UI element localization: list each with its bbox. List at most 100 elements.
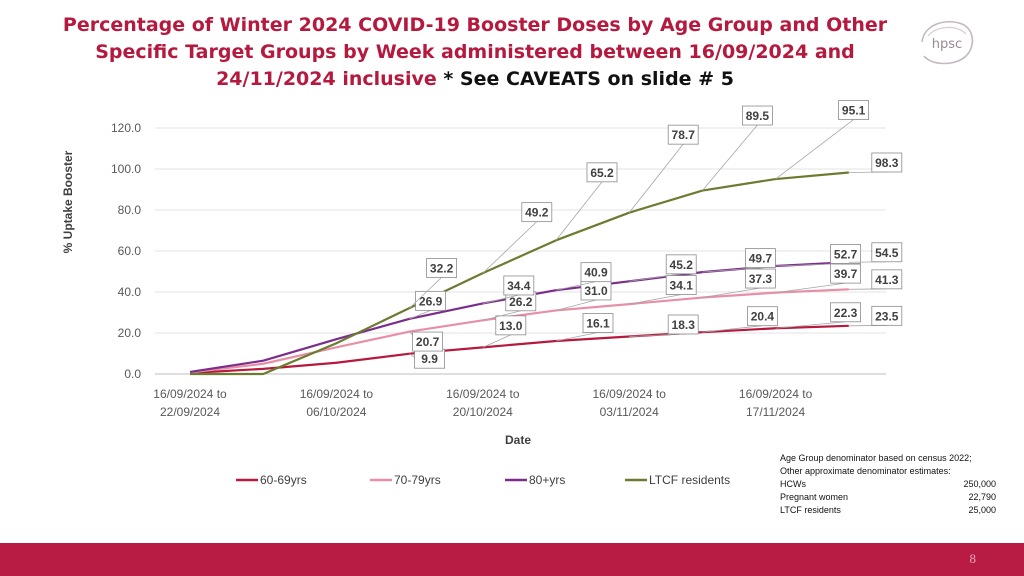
label-leader-line: [629, 273, 682, 282]
x-tick-label: 16/09/2024 to: [446, 387, 520, 401]
data-label: 65.2: [590, 166, 614, 180]
label-leader-line: [775, 119, 854, 180]
data-label: 20.7: [416, 335, 440, 349]
denominator-notes: Age Group denominator based on census 20…: [780, 452, 996, 517]
data-label: 40.9: [584, 266, 608, 280]
label-leader-line: [775, 282, 846, 294]
data-label: 41.3: [875, 273, 899, 287]
data-label: 26.2: [509, 295, 533, 309]
data-label: 54.5: [875, 246, 899, 260]
data-label: 23.5: [875, 309, 899, 323]
x-tick-label: 03/11/2024: [600, 405, 659, 419]
data-label: 16.1: [586, 316, 610, 330]
series-line: [190, 171, 849, 376]
chart-title: Percentage of Winter 2024 COVID-19 Boost…: [40, 12, 910, 93]
label-leader-line: [409, 277, 442, 309]
label-leader-line: [775, 321, 846, 329]
y-tick-label: 20.0: [118, 326, 142, 340]
data-label-box: [745, 248, 776, 269]
data-label-box: [495, 315, 527, 336]
label-leader-line: [555, 281, 597, 291]
y-tick-label: 40.0: [118, 285, 142, 299]
label-leader-line: [482, 334, 511, 348]
denominator-label: HCWs: [780, 479, 806, 489]
denominator-label: Pregnant women: [780, 492, 849, 502]
denominator-note-line: Other approximate denominator estimates:: [780, 466, 951, 476]
x-axis-ticks: 16/09/2024 to 22/09/2024 16/09/2024 to 06/1…: [153, 387, 812, 419]
chart-title-main: Percentage of Winter 2024 COVID-19 Boost…: [62, 14, 888, 90]
denominator-value: 22,790: [968, 492, 996, 502]
legend-label: 80+yrs: [529, 473, 565, 487]
data-label-box: [838, 100, 869, 120]
label-leader-line: [629, 333, 684, 337]
label-leader-line: [702, 325, 763, 333]
data-label: 39.7: [834, 267, 858, 281]
data-label: 26.9: [419, 294, 443, 308]
y-tick-label: 100.0: [111, 162, 141, 176]
data-label: 32.2: [430, 261, 454, 275]
data-label-box: [871, 305, 903, 326]
data-label-box: [415, 290, 447, 311]
label-leader-line: [702, 124, 758, 191]
y-tick-label: 60.0: [118, 244, 142, 258]
data-label: 45.2: [670, 258, 694, 272]
label-leader-line: [409, 309, 431, 320]
data-label-box: [503, 275, 535, 296]
data-label: 89.5: [746, 109, 770, 123]
data-label-box: [830, 244, 861, 264]
x-tick-label: 20/10/2024: [453, 405, 513, 419]
x-tick-label: 16/09/2024 to: [739, 387, 813, 401]
denominator-value: 25,000: [968, 505, 996, 515]
chart-title-caveat: * See CAVEATS on slide # 5: [436, 68, 734, 90]
label-leader-line: [629, 294, 682, 305]
data-labels: 9.9 13.0 16.1 18.3 20.4 22.3 23.5 20.7 26.2 31.0 3…: [409, 100, 903, 369]
label-leader-line: [482, 294, 519, 304]
data-label-box: [747, 306, 778, 327]
data-label-box: [871, 269, 903, 290]
label-leader-line: [482, 310, 521, 321]
data-label: 31.0: [584, 284, 608, 298]
data-label: 49.7: [749, 252, 773, 266]
x-tick-label: 22/09/2024: [160, 405, 220, 419]
data-label: 37.3: [749, 272, 773, 286]
data-label-box: [742, 105, 773, 126]
data-label: 78.7: [672, 128, 696, 142]
y-tick-label: 0.0: [124, 367, 141, 381]
data-label: 18.3: [672, 318, 696, 332]
data-label: 95.1: [842, 104, 866, 118]
hpsc-logo-icon: hpsc: [921, 20, 974, 65]
data-label-box: [871, 242, 903, 263]
data-label: 13.0: [499, 319, 523, 333]
data-label-box: [412, 331, 444, 352]
data-label: 52.7: [834, 247, 858, 261]
label-leader-line: [702, 287, 761, 298]
data-label-box: [830, 263, 861, 284]
data-label: 49.2: [525, 206, 549, 220]
legend-label: LTCF residents: [649, 473, 730, 487]
data-label-box: [582, 313, 614, 333]
footer-bar: 8: [0, 543, 1024, 576]
x-tick-label: 16/09/2024 to: [153, 387, 227, 401]
label-leader-line: [555, 332, 599, 342]
data-label: 98.3: [875, 156, 899, 170]
data-label: 34.4: [507, 279, 531, 293]
data-label-box: [745, 268, 776, 289]
data-label-box: [665, 254, 697, 275]
page-number: 8: [969, 551, 977, 566]
data-label-box: [665, 275, 697, 295]
data-label-box: [521, 202, 553, 223]
data-label-box: [586, 162, 618, 183]
legend: 60-69yrs 70-79yrs 80+yrs LTCF residents: [236, 473, 730, 487]
label-leader-line: [555, 299, 597, 311]
denominator-row: HCWs 250,000: [780, 478, 996, 491]
gridlines: [155, 127, 886, 375]
y-tick-label: 120.0: [111, 121, 141, 135]
data-label: 9.9: [421, 352, 438, 366]
data-label-box: [667, 124, 699, 145]
data-label-box: [667, 314, 699, 335]
data-label: 34.1: [670, 279, 694, 293]
denominator-row: Pregnant women 22,790: [780, 491, 996, 504]
logo-text: hpsc: [932, 37, 962, 52]
x-tick-label: 06/10/2024: [306, 405, 366, 419]
